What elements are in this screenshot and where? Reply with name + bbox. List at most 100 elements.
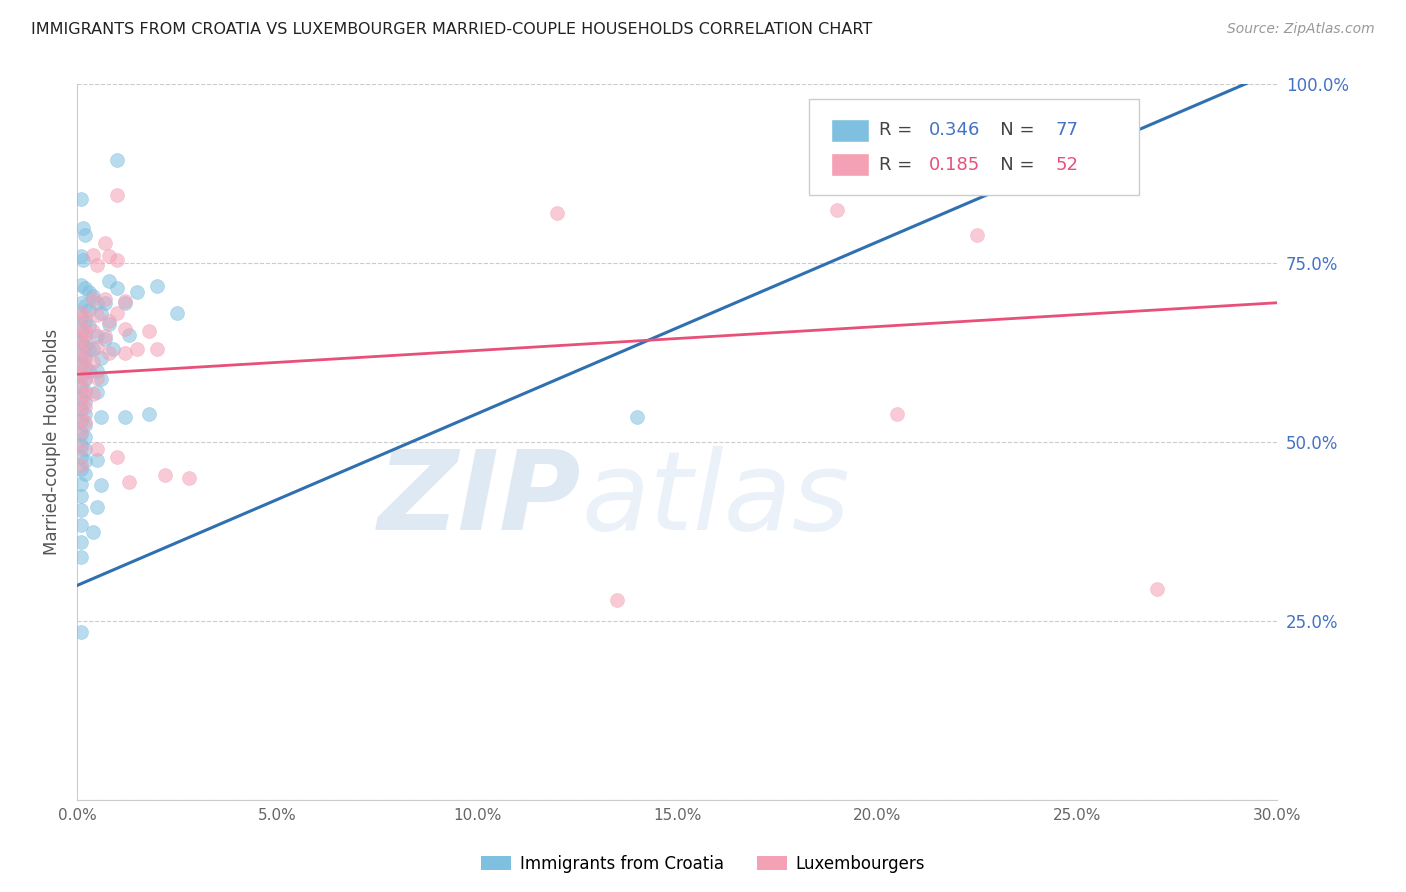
Point bbox=[70, 357, 93, 371]
Point bbox=[75, 395, 97, 409]
Bar bbox=[831, 153, 869, 176]
Text: 0.346: 0.346 bbox=[929, 121, 981, 139]
Point bbox=[105, 281, 128, 295]
Point bbox=[114, 322, 136, 336]
Point bbox=[70, 379, 93, 393]
Point bbox=[75, 227, 97, 242]
Point bbox=[105, 188, 128, 202]
Point bbox=[70, 310, 93, 324]
Point bbox=[146, 279, 169, 293]
Point bbox=[138, 324, 160, 338]
Point bbox=[127, 343, 149, 357]
Point bbox=[90, 410, 112, 425]
Point bbox=[70, 410, 93, 425]
Point bbox=[127, 285, 149, 299]
Point bbox=[98, 249, 121, 263]
Point bbox=[75, 442, 97, 456]
Point bbox=[90, 478, 112, 492]
Point bbox=[75, 372, 97, 386]
Point bbox=[77, 343, 100, 357]
Point bbox=[72, 220, 94, 235]
Point bbox=[75, 386, 97, 401]
Point bbox=[70, 306, 93, 320]
Point bbox=[75, 372, 97, 386]
Point bbox=[114, 293, 136, 308]
Point bbox=[86, 385, 108, 400]
Point bbox=[75, 339, 97, 353]
Point bbox=[70, 348, 93, 362]
Text: 77: 77 bbox=[1056, 121, 1078, 139]
Point bbox=[101, 343, 124, 357]
Point bbox=[70, 320, 93, 334]
Point bbox=[94, 295, 117, 310]
Point bbox=[70, 624, 93, 639]
Point bbox=[70, 441, 93, 455]
Point bbox=[70, 332, 93, 346]
Point bbox=[114, 346, 136, 360]
Point bbox=[82, 343, 104, 357]
Point bbox=[75, 467, 97, 481]
Text: R =: R = bbox=[879, 121, 918, 139]
Point bbox=[70, 450, 93, 464]
FancyBboxPatch shape bbox=[810, 99, 1139, 195]
Point bbox=[75, 310, 97, 324]
Point bbox=[82, 386, 104, 401]
Point bbox=[70, 382, 93, 396]
Point bbox=[153, 467, 176, 482]
Point bbox=[75, 335, 97, 350]
Point bbox=[114, 410, 136, 425]
Point bbox=[86, 500, 108, 514]
Point bbox=[70, 369, 93, 384]
Point bbox=[70, 503, 93, 517]
Bar bbox=[831, 119, 869, 142]
Point bbox=[70, 295, 93, 310]
Point bbox=[86, 371, 108, 385]
Point bbox=[90, 306, 112, 320]
Point bbox=[70, 277, 93, 292]
Point bbox=[98, 313, 121, 327]
Point bbox=[70, 535, 93, 549]
Point bbox=[77, 302, 100, 317]
Text: 0.185: 0.185 bbox=[929, 155, 980, 174]
Point bbox=[90, 351, 112, 365]
Text: N =: N = bbox=[983, 121, 1040, 139]
Point bbox=[70, 335, 93, 350]
Y-axis label: Married-couple Households: Married-couple Households bbox=[44, 329, 60, 556]
Point bbox=[70, 425, 93, 440]
Point bbox=[75, 400, 97, 414]
Point bbox=[75, 281, 97, 295]
Point bbox=[98, 346, 121, 360]
Point bbox=[1146, 582, 1168, 596]
Point bbox=[82, 288, 104, 302]
Point bbox=[72, 252, 94, 267]
Text: ZIP: ZIP bbox=[378, 446, 581, 553]
Point bbox=[75, 348, 97, 362]
Point bbox=[75, 384, 97, 398]
Point bbox=[90, 372, 112, 386]
Point bbox=[166, 306, 188, 320]
Point bbox=[77, 364, 100, 378]
Point bbox=[70, 324, 93, 338]
Point bbox=[82, 324, 104, 338]
Point bbox=[75, 327, 97, 342]
Point bbox=[70, 343, 93, 358]
Point bbox=[886, 407, 908, 421]
Point bbox=[86, 258, 108, 272]
Point bbox=[94, 332, 117, 346]
Point bbox=[146, 343, 169, 357]
Point bbox=[94, 236, 117, 251]
Text: 52: 52 bbox=[1056, 155, 1078, 174]
Point bbox=[94, 292, 117, 306]
Point bbox=[138, 407, 160, 421]
Point bbox=[77, 319, 100, 334]
Point bbox=[114, 295, 136, 310]
Point bbox=[75, 299, 97, 313]
Text: N =: N = bbox=[983, 155, 1040, 174]
Point bbox=[118, 475, 141, 489]
Point bbox=[70, 517, 93, 532]
Point bbox=[86, 442, 108, 457]
Point bbox=[82, 292, 104, 306]
Point bbox=[70, 414, 93, 428]
Point bbox=[98, 317, 121, 331]
Point bbox=[70, 458, 93, 473]
